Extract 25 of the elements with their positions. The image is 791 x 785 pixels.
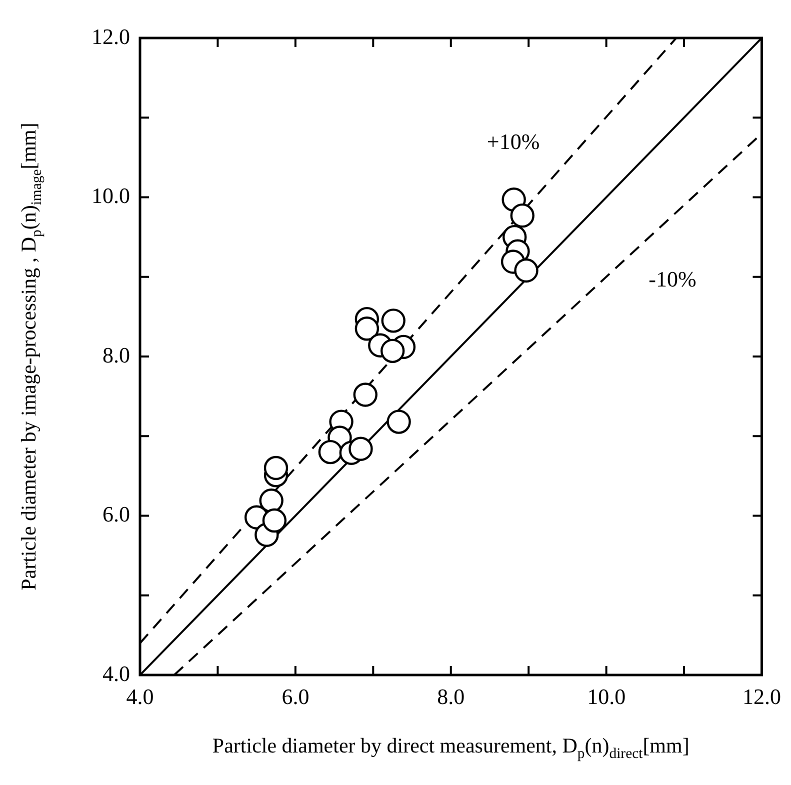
y-tick-label: 6.0	[102, 502, 130, 527]
point	[380, 338, 405, 364]
series-label: -10%	[648, 266, 696, 292]
series-label: +10%	[486, 128, 540, 154]
point	[262, 508, 287, 533]
x-tick-label: 4.0	[126, 684, 154, 709]
point	[259, 488, 284, 513]
point	[354, 316, 380, 341]
x-tick-label: 10.0	[587, 684, 626, 709]
x-tick-label: 12.0	[742, 684, 781, 709]
point	[510, 203, 534, 228]
point	[386, 410, 411, 434]
point	[318, 440, 343, 464]
y-tick-label: 4.0	[102, 660, 130, 686]
y-tick-label: 8.0	[102, 342, 130, 368]
x-tick-label: 8.0	[437, 684, 465, 709]
x-tick-label: 6.0	[282, 684, 310, 709]
y-axis-title: Particle diameter by image-processing , Dp(n)image[mm]	[16, 122, 46, 590]
point	[514, 258, 538, 283]
y-tick-label: 12.0	[92, 24, 130, 49]
point	[381, 308, 406, 333]
point	[348, 436, 373, 461]
point	[264, 456, 288, 480]
point	[353, 382, 378, 407]
y-tick-label: 10.0	[92, 183, 130, 208]
